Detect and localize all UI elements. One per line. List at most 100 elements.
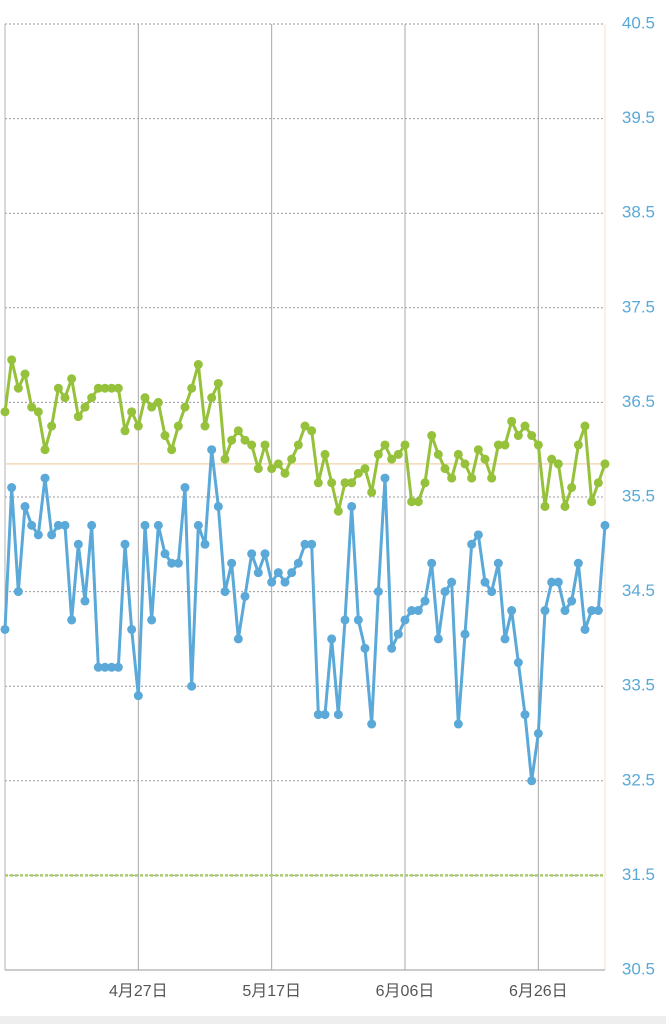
data-point (400, 440, 410, 450)
data-point (513, 431, 523, 441)
data-point (193, 360, 203, 370)
data-point (473, 530, 483, 540)
y-tick-label: 34.5 (622, 581, 655, 600)
data-point (227, 435, 237, 445)
data-point (340, 478, 350, 488)
data-point (380, 473, 390, 483)
data-point (427, 431, 437, 441)
data-point (520, 421, 530, 431)
data-point (7, 355, 17, 365)
data-point (113, 662, 123, 672)
data-point (500, 440, 510, 450)
data-point (220, 454, 230, 464)
data-point (293, 558, 303, 568)
data-point (320, 710, 330, 720)
data-point (333, 710, 343, 720)
x-tick-label: 6月06日 (376, 983, 435, 1000)
data-point (433, 634, 443, 644)
data-point (593, 606, 603, 616)
data-point (547, 577, 557, 587)
data-point (280, 577, 290, 587)
data-point (340, 615, 350, 625)
data-point (520, 710, 530, 720)
data-point (207, 445, 217, 455)
data-point (167, 445, 177, 455)
data-point (107, 662, 117, 672)
data-point (373, 449, 383, 459)
data-point (47, 530, 57, 540)
data-point (360, 643, 370, 653)
data-point (153, 520, 163, 530)
data-point (280, 468, 290, 478)
data-point (493, 440, 503, 450)
data-point (513, 658, 523, 668)
y-tick-label: 39.5 (622, 108, 655, 127)
data-point (80, 596, 90, 606)
data-point (47, 421, 57, 431)
data-point (473, 445, 483, 455)
data-point (447, 577, 457, 587)
data-point (140, 393, 150, 403)
data-point (133, 421, 143, 431)
data-point (253, 464, 263, 474)
data-point (487, 473, 497, 483)
data-point (547, 454, 557, 464)
data-point (573, 440, 583, 450)
data-point (220, 587, 230, 597)
data-point (127, 624, 137, 634)
data-point (407, 606, 417, 616)
data-point (173, 558, 183, 568)
series-line (3, 448, 607, 783)
data-point (567, 483, 577, 493)
data-point (0, 407, 10, 417)
data-point (533, 440, 543, 450)
data-point (0, 624, 10, 634)
data-point (467, 473, 477, 483)
data-point (13, 587, 23, 597)
data-point (453, 449, 463, 459)
data-point (313, 710, 323, 720)
data-point (180, 483, 190, 493)
data-point (540, 501, 550, 511)
data-point (527, 431, 537, 441)
data-point (427, 558, 437, 568)
data-point (193, 520, 203, 530)
data-point (400, 615, 410, 625)
data-point (347, 501, 357, 511)
data-point (393, 629, 403, 639)
data-point (67, 615, 77, 625)
data-point (267, 464, 277, 474)
data-point (420, 478, 430, 488)
data-point (120, 426, 130, 436)
data-point (213, 378, 223, 388)
data-point (100, 383, 110, 393)
data-point (160, 549, 170, 559)
data-point (600, 520, 610, 530)
data-point (53, 383, 63, 393)
data-point (347, 478, 357, 488)
data-point (387, 643, 397, 653)
data-point (567, 596, 577, 606)
data-point (207, 393, 217, 403)
data-point (140, 520, 150, 530)
data-point (553, 459, 563, 469)
data-point (67, 374, 77, 384)
data-point (13, 383, 23, 393)
y-tick-label: 38.5 (622, 203, 655, 222)
data-point (173, 421, 183, 431)
data-point (540, 606, 550, 616)
data-point (380, 440, 390, 450)
data-point (27, 402, 37, 412)
data-point (7, 483, 17, 493)
y-tick-label: 40.5 (622, 13, 655, 32)
data-point (213, 501, 223, 511)
data-point (487, 587, 497, 597)
data-point (300, 539, 310, 549)
x-tick-label: 6月26日 (509, 983, 568, 1000)
data-point (500, 634, 510, 644)
data-point (480, 454, 490, 464)
data-point (100, 662, 110, 672)
data-point (573, 558, 583, 568)
data-point (227, 558, 237, 568)
data-point (493, 558, 503, 568)
